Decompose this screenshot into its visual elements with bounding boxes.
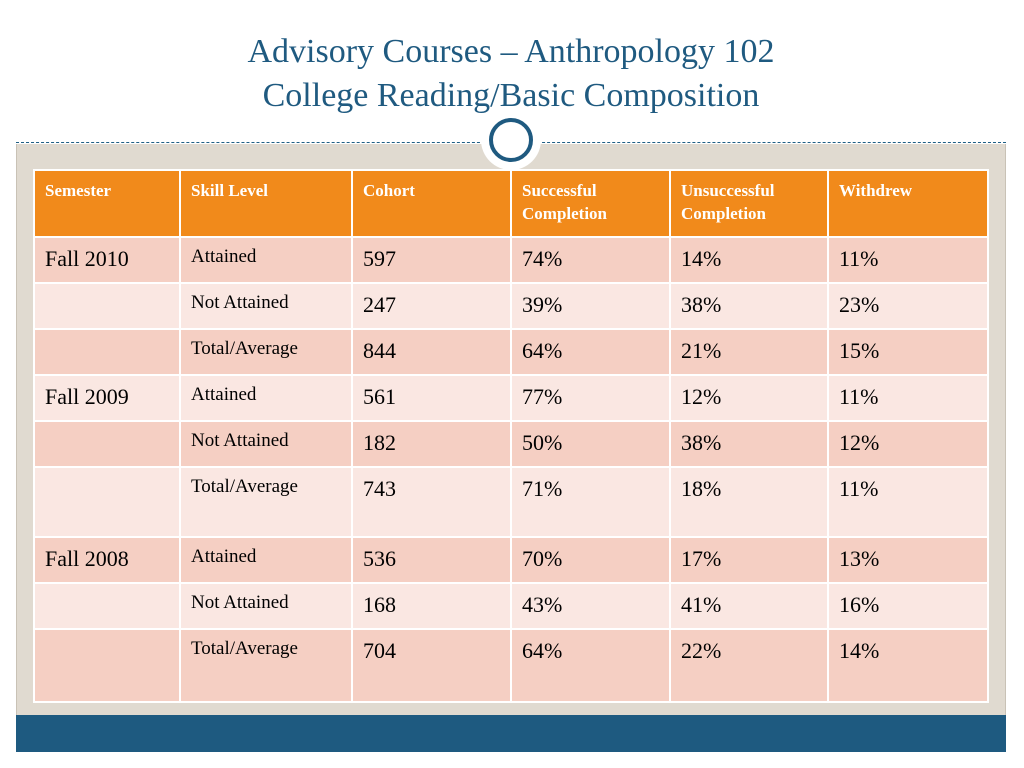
cell-successful: 64% xyxy=(510,628,671,703)
title-line-2: College Reading/Basic Composition xyxy=(262,77,760,114)
cell-successful: 71% xyxy=(510,466,671,538)
cell-cohort: 536 xyxy=(351,536,512,584)
cell-withdrew: 13% xyxy=(827,536,989,584)
cell-unsuccessful: 38% xyxy=(669,420,829,468)
cell-cohort: 561 xyxy=(351,374,512,422)
cell-withdrew: 11% xyxy=(827,466,989,538)
cell-unsuccessful: 41% xyxy=(669,582,829,630)
cell-semester: Fall 2009 xyxy=(33,374,181,422)
cell-successful: 64% xyxy=(510,328,671,376)
cell-unsuccessful: 17% xyxy=(669,536,829,584)
header-successful-line1: Successful xyxy=(522,181,597,200)
cell-withdrew: 16% xyxy=(827,582,989,630)
cell-unsuccessful: 21% xyxy=(669,328,829,376)
cell-skill-level: Attained xyxy=(179,536,353,584)
slide-title: Advisory Courses – Anthropology 102 Coll… xyxy=(16,30,1006,118)
cell-withdrew: 15% xyxy=(827,328,989,376)
header-withdrew: Withdrew xyxy=(827,169,989,238)
cell-unsuccessful: 18% xyxy=(669,466,829,538)
header-successful-completion: Successful Completion xyxy=(510,169,671,238)
cell-withdrew: 11% xyxy=(827,236,989,284)
cell-semester: Fall 2010 xyxy=(33,236,181,284)
cell-skill-level: Total/Average xyxy=(179,628,353,703)
cell-cohort: 247 xyxy=(351,282,512,330)
header-semester: Semester xyxy=(33,169,181,238)
table-row: Not Attained 168 43% 41% 16% xyxy=(33,582,989,630)
header-cohort: Cohort xyxy=(351,169,512,238)
header-skill-level: Skill Level xyxy=(179,169,353,238)
results-table: Semester Skill Level Cohort Successful C… xyxy=(33,169,989,703)
cell-unsuccessful: 14% xyxy=(669,236,829,284)
cell-semester: Fall 2008 xyxy=(33,536,181,584)
cell-cohort: 844 xyxy=(351,328,512,376)
table-row: Fall 2009 Attained 561 77% 12% 11% xyxy=(33,374,989,422)
cell-successful: 74% xyxy=(510,236,671,284)
cell-withdrew: 23% xyxy=(827,282,989,330)
cell-semester xyxy=(33,420,181,468)
table-row: Not Attained 247 39% 38% 23% xyxy=(33,282,989,330)
cell-withdrew: 11% xyxy=(827,374,989,422)
header-unsuccessful-line2: Completion xyxy=(681,204,766,223)
cell-skill-level: Attained xyxy=(179,236,353,284)
cell-cohort: 743 xyxy=(351,466,512,538)
table-header-row: Semester Skill Level Cohort Successful C… xyxy=(33,169,989,238)
table-row: Fall 2010 Attained 597 74% 14% 11% xyxy=(33,236,989,284)
table-row: Not Attained 182 50% 38% 12% xyxy=(33,420,989,468)
cell-successful: 77% xyxy=(510,374,671,422)
cell-skill-level: Attained xyxy=(179,374,353,422)
circle-ornament-icon xyxy=(481,110,541,170)
cell-semester xyxy=(33,282,181,330)
cell-cohort: 168 xyxy=(351,582,512,630)
footer-bar xyxy=(16,715,1006,752)
cell-semester xyxy=(33,628,181,703)
cell-skill-level: Total/Average xyxy=(179,466,353,538)
cell-cohort: 704 xyxy=(351,628,512,703)
cell-withdrew: 14% xyxy=(827,628,989,703)
cell-skill-level: Not Attained xyxy=(179,282,353,330)
cell-successful: 39% xyxy=(510,282,671,330)
cell-successful: 50% xyxy=(510,420,671,468)
cell-successful: 43% xyxy=(510,582,671,630)
header-successful-line2: Completion xyxy=(522,204,607,223)
cell-cohort: 182 xyxy=(351,420,512,468)
cell-semester xyxy=(33,466,181,538)
header-unsuccessful-completion: Unsuccessful Completion xyxy=(669,169,829,238)
header-unsuccessful-line1: Unsuccessful xyxy=(681,181,775,200)
cell-skill-level: Not Attained xyxy=(179,420,353,468)
cell-semester xyxy=(33,328,181,376)
cell-successful: 70% xyxy=(510,536,671,584)
cell-semester xyxy=(33,582,181,630)
cell-withdrew: 12% xyxy=(827,420,989,468)
circle-ornament-inner xyxy=(489,118,533,162)
cell-unsuccessful: 12% xyxy=(669,374,829,422)
table-row: Total/Average 743 71% 18% 11% xyxy=(33,466,989,538)
cell-skill-level: Not Attained xyxy=(179,582,353,630)
cell-skill-level: Total/Average xyxy=(179,328,353,376)
table-row: Total/Average 704 64% 22% 14% xyxy=(33,628,989,703)
table-row: Total/Average 844 64% 21% 15% xyxy=(33,328,989,376)
cell-unsuccessful: 38% xyxy=(669,282,829,330)
cell-cohort: 597 xyxy=(351,236,512,284)
table-row: Fall 2008 Attained 536 70% 17% 13% xyxy=(33,536,989,584)
cell-unsuccessful: 22% xyxy=(669,628,829,703)
title-line-1: Advisory Courses – Anthropology 102 xyxy=(247,33,775,70)
